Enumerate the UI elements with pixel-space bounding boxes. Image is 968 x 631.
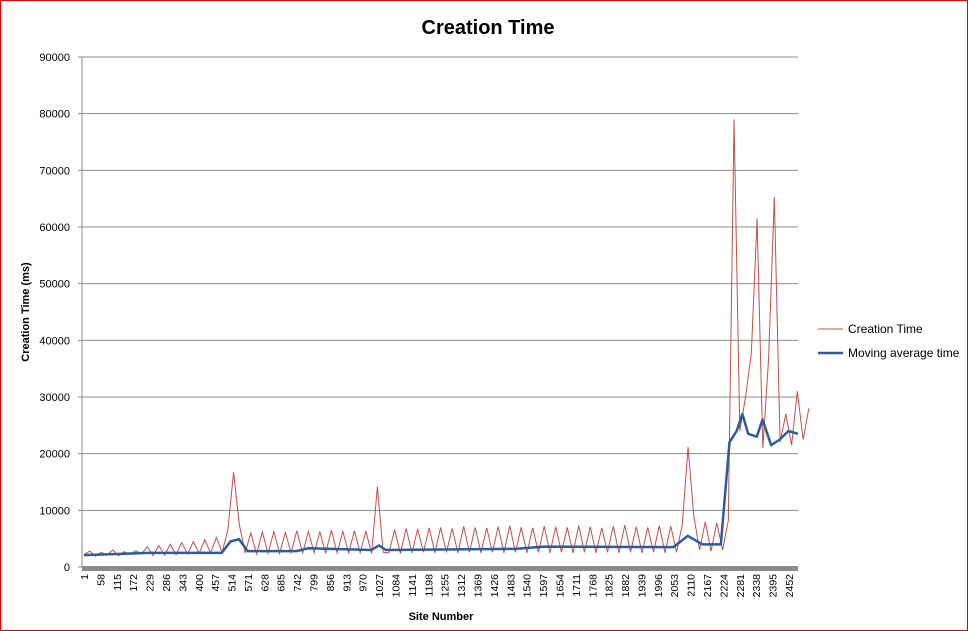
x-tick-label: 1882 <box>620 574 632 598</box>
legend-label-moving-average: Moving average time <box>848 346 960 360</box>
x-tick-label: 1540 <box>522 574 534 598</box>
x-tick-label: 1711 <box>571 574 583 597</box>
x-tick-label: 1027 <box>374 574 386 598</box>
x-tick-label: 1084 <box>391 574 403 598</box>
x-tick-label: 799 <box>309 574 321 592</box>
x-tick-label: 2167 <box>702 574 714 598</box>
x-tick-label: 2452 <box>784 574 796 598</box>
x-tick-label: 1768 <box>587 574 599 598</box>
x-tick-label: 1426 <box>489 574 501 598</box>
legend-label-creation-time: Creation Time <box>848 322 923 336</box>
x-tick-label: 2224 <box>718 574 730 598</box>
x-tick-label: 1255 <box>440 574 452 598</box>
x-tick-label: 457 <box>210 574 222 592</box>
x-tick-label: 400 <box>194 574 206 592</box>
x-tick-label: 970 <box>358 574 370 592</box>
x-tick-label: 1141 <box>407 574 419 597</box>
x-tick-label: 913 <box>341 574 353 592</box>
x-tick-label: 2338 <box>751 574 763 598</box>
y-tick-label: 30000 <box>39 392 70 404</box>
x-tick-label: 1825 <box>604 574 616 598</box>
y-tick-label: 0 <box>64 562 70 574</box>
x-tick-label: 1369 <box>472 574 484 598</box>
x-tick-label: 2395 <box>768 574 780 598</box>
x-tick-label: 1312 <box>456 574 468 598</box>
series-moving-average-line <box>83 412 799 557</box>
x-tick-label: 343 <box>177 574 189 592</box>
series-creation-time-line <box>83 119 810 557</box>
x-tick-label: 1483 <box>505 574 517 598</box>
chart-title: Creation Time <box>422 17 555 39</box>
y-axis-label: Creation Time (ms) <box>20 262 32 362</box>
x-tick-label: 1996 <box>653 574 665 598</box>
x-tick-label: 115 <box>112 574 124 591</box>
x-tick-label: 1654 <box>554 574 566 598</box>
y-tick-label: 50000 <box>39 279 70 291</box>
y-tick-label: 20000 <box>39 449 70 461</box>
x-tick-label: 571 <box>243 574 255 592</box>
x-tick-label: 742 <box>292 574 304 592</box>
x-tick-label: 685 <box>276 574 288 592</box>
legend: Creation Time Moving average time <box>818 322 960 360</box>
y-tick-label: 40000 <box>39 335 70 347</box>
x-axis-label: Site Number <box>409 611 475 623</box>
x-tick-label: 2281 <box>735 574 747 598</box>
x-tick-label: 2110 <box>686 574 698 597</box>
x-tick-label: 628 <box>259 574 271 592</box>
x-tick-label: 172 <box>128 574 140 592</box>
x-tick-label: 1597 <box>538 574 550 598</box>
x-tick-label: 514 <box>227 574 239 592</box>
x-tick-label: 2053 <box>669 574 681 598</box>
x-tick-label: 58 <box>95 574 107 586</box>
x-tick-label: 1198 <box>423 574 435 597</box>
y-tick-label: 10000 <box>39 505 70 517</box>
x-axis-bar <box>82 566 798 571</box>
y-tick-label: 90000 <box>39 52 70 64</box>
x-tick-label: 1939 <box>636 574 648 598</box>
x-tick-label: 229 <box>145 574 157 592</box>
x-tick-label: 856 <box>325 574 337 592</box>
y-tick-label: 80000 <box>39 109 70 121</box>
x-tick-label: 286 <box>161 574 173 592</box>
y-tick-label: 70000 <box>39 165 70 177</box>
y-tick-label: 60000 <box>39 222 70 234</box>
x-tick-label: 1 <box>79 574 91 580</box>
